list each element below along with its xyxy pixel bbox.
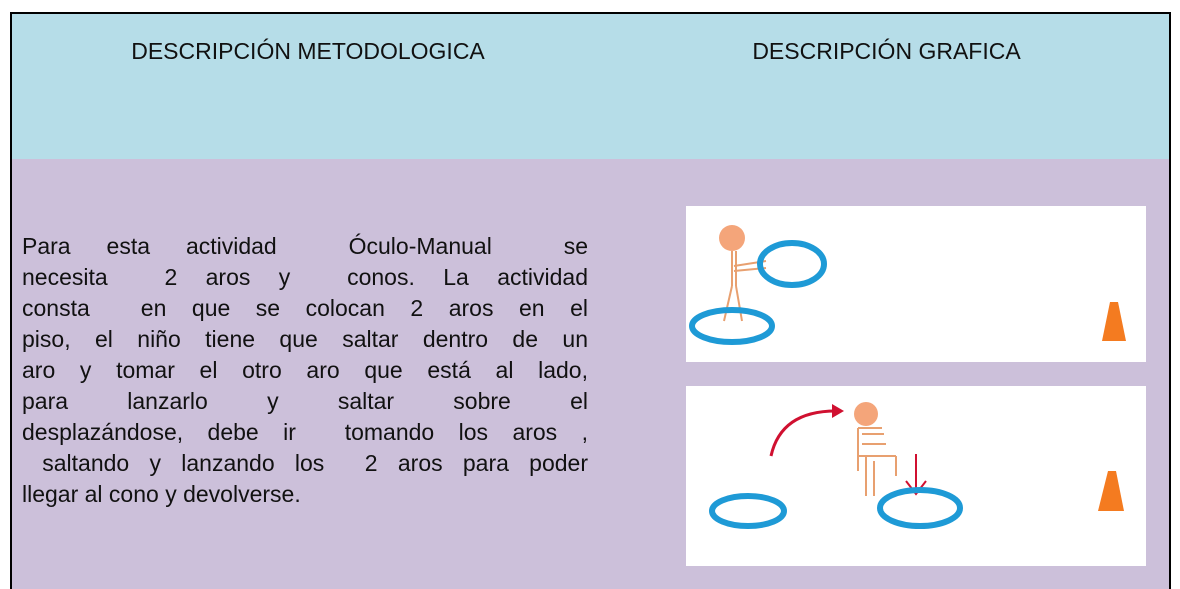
header-cell: DESCRIPCIÓN GRAFICA (604, 12, 1171, 161)
header-cell: DESCRIPCIÓN METODOLOGICA (10, 12, 606, 161)
illustration (686, 386, 1146, 566)
text-line: consta en que se colocan 2 aros en el (22, 295, 588, 321)
text-line: para lanzarlo y saltar sobre el (22, 388, 588, 414)
text-line: saltando y lanzando los 2 aros para pode… (22, 450, 588, 476)
text-line: aro y tomar el otro aro que está al lado… (22, 357, 588, 383)
illustration (686, 206, 1146, 362)
header-text: DESCRIPCIÓN METODOLOGICA (131, 38, 485, 64)
body-cell (604, 159, 1171, 589)
paragraph: Para esta actividad Óculo-Manual se neces… (22, 231, 588, 510)
text-line: llegar al cono y devolverse. (22, 481, 301, 507)
header-text: DESCRIPCIÓN GRAFICA (752, 38, 1021, 64)
text-line: desplazándose, debe ir tomando los aros … (22, 419, 588, 445)
text-line: necesita 2 aros y conos. La actividad (22, 264, 588, 290)
body-cell: Para esta actividad Óculo-Manual se neces… (10, 159, 606, 589)
text-line: Para esta actividad Óculo-Manual se (22, 233, 588, 259)
text-line: piso, el niño tiene que saltar dentro de… (22, 326, 588, 352)
